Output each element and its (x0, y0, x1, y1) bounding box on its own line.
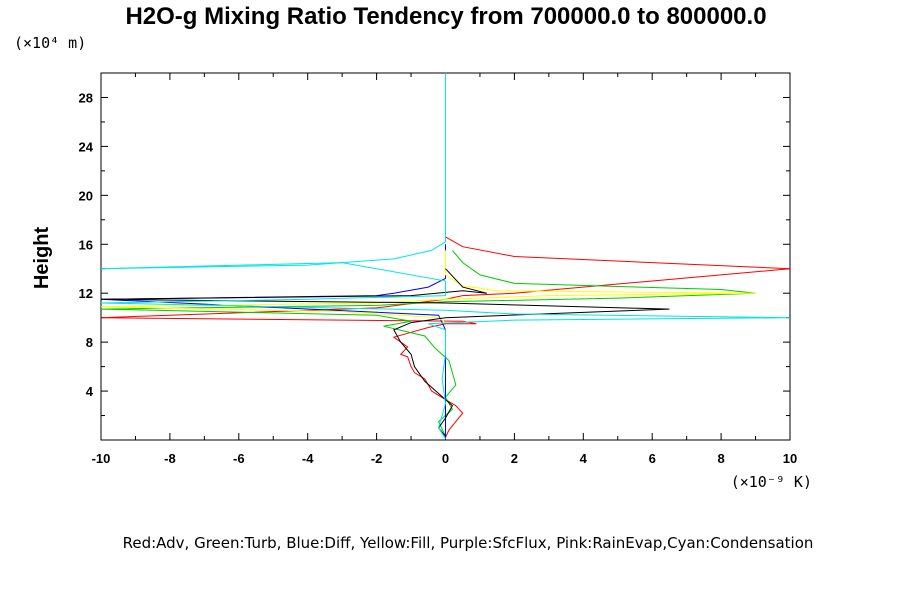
x-tick-label: 6 (649, 451, 656, 466)
legend-text: Red:Adv, Green:Turb, Blue:Diff, Yellow:F… (123, 534, 814, 552)
x-tick-labels: -10 -8 -6 -4 -2 0 2 4 6 8 10 (92, 451, 798, 466)
x-tick-label: -2 (371, 451, 383, 466)
x-tick-label: -4 (302, 451, 314, 466)
series-line-diff (100, 244, 446, 440)
y-axis-label: Height (31, 227, 53, 290)
y-tick-label: 20 (79, 188, 93, 203)
x-tick-label: -10 (92, 451, 111, 466)
series-line-turb (100, 250, 756, 437)
y-tick-label: 4 (86, 384, 94, 399)
y-tick-label: 16 (79, 237, 93, 252)
y-tick-label: 8 (86, 335, 93, 350)
x-tick-label: -8 (164, 451, 176, 466)
x-tick-label: 0 (442, 451, 449, 466)
y-unit-label: (×10⁴ m) (14, 34, 86, 52)
y-tick-labels: 4 8 12 16 20 24 28 (79, 90, 94, 399)
x-tick-label: 2 (511, 451, 518, 466)
series-lines (100, 73, 791, 440)
series-line-condensation-upper (100, 73, 446, 270)
y-tick-label: 12 (79, 286, 93, 301)
series-line-net (100, 268, 670, 437)
series-line-condensation (100, 262, 791, 440)
chart-title: H2O-g Mixing Ratio Tendency from 700000.… (125, 3, 766, 30)
x-tick-label: 8 (717, 451, 724, 466)
x-tick-label: 10 (783, 451, 797, 466)
y-tick-label: 28 (79, 90, 93, 105)
x-unit-label: (×10⁻⁹ K) (731, 473, 812, 491)
y-tick-label: 24 (79, 139, 94, 154)
x-tick-label: -6 (233, 451, 245, 466)
x-tick-label: 4 (580, 451, 588, 466)
